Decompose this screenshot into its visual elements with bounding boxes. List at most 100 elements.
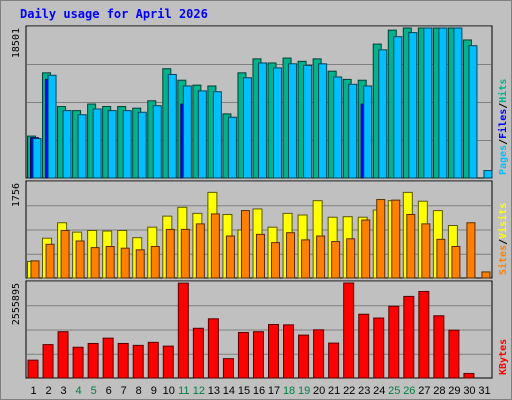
x-tick-label: 1: [30, 385, 36, 397]
bar-pages: [62, 110, 72, 179]
bar-pages: [408, 32, 418, 179]
bar-kbytes: [72, 346, 84, 379]
bar-sites: [30, 260, 40, 279]
x-tick-label: 19: [298, 385, 310, 397]
bar-sites: [120, 247, 130, 279]
bar-kbytes: [448, 329, 460, 379]
ytick-label-top: 18501: [11, 28, 22, 58]
bar-pages: [227, 116, 237, 179]
legend-entry: Visits: [497, 203, 509, 239]
bar-pages: [212, 91, 222, 179]
legend-entry: Hits: [497, 79, 509, 103]
x-tick-label: 22: [343, 385, 355, 397]
bar-pages: [107, 110, 117, 179]
bar-sites: [286, 232, 296, 279]
chart-title: Daily usage for April 2026: [20, 7, 208, 21]
legend-middle: Sites/Visits: [497, 203, 509, 275]
ytick-label-middle: 1756: [11, 183, 22, 207]
bar-pages: [197, 90, 207, 179]
x-tick-label: 4: [76, 385, 82, 397]
x-tick-label: 26: [403, 385, 415, 397]
bar-pages: [363, 85, 373, 179]
bar-sites: [391, 199, 401, 279]
legend-bottom: KBytes: [498, 339, 509, 375]
bar-kbytes: [373, 317, 385, 379]
bar-sites: [436, 238, 446, 279]
bar-pages: [318, 63, 328, 179]
x-tick-label: 24: [373, 385, 385, 397]
bar-sites: [346, 238, 356, 279]
bar-kbytes: [87, 342, 99, 379]
bar-kbytes: [252, 331, 264, 379]
legend-entry: Pages: [498, 145, 509, 175]
bar-sites: [316, 235, 326, 279]
x-tick-label: 12: [193, 385, 205, 397]
bar-sites: [466, 222, 476, 279]
bar-sites: [225, 235, 235, 279]
bar-sites: [75, 240, 85, 279]
bar-pages: [182, 85, 192, 179]
bar-pages: [483, 170, 493, 179]
bar-kbytes: [42, 344, 54, 379]
bar-pages: [257, 62, 267, 179]
bar-pages: [378, 49, 388, 179]
x-tick-label: 14: [223, 385, 235, 397]
bar-pages: [122, 110, 132, 179]
bar-kbytes: [147, 341, 159, 379]
legend-entry: /: [498, 239, 509, 245]
bar-pages: [438, 27, 448, 179]
x-tick-label: 11: [178, 385, 189, 397]
bar-kbytes: [162, 345, 174, 379]
x-tick-label: 27: [418, 385, 430, 397]
bar-kbytes: [132, 344, 144, 379]
bar-pages: [47, 74, 57, 179]
x-tick-label: 20: [313, 385, 325, 397]
x-tick-label: 28: [433, 385, 445, 397]
x-tick-label: 21: [328, 385, 340, 397]
bar-kbytes: [117, 342, 129, 379]
bar-pages: [92, 108, 102, 179]
bar-kbytes: [283, 324, 295, 379]
x-tick-label: 5: [91, 385, 97, 397]
bar-sites: [421, 223, 431, 279]
bar-pages: [348, 83, 358, 179]
bar-sites: [331, 241, 341, 279]
x-tick-label: 16: [253, 385, 265, 397]
bar-pages: [468, 45, 478, 179]
bar-pages: [288, 63, 298, 179]
legend-entry: Files: [497, 109, 509, 139]
bar-kbytes: [313, 329, 325, 379]
bar-kbytes: [192, 327, 204, 379]
bar-sites: [451, 246, 461, 279]
bar-sites: [406, 213, 416, 279]
bar-sites: [135, 249, 145, 279]
bar-kbytes: [463, 372, 475, 379]
legend-entry: KBytes: [498, 339, 509, 375]
bar-sites: [45, 243, 55, 279]
bar-pages: [303, 64, 313, 179]
x-tick-label: 6: [106, 385, 112, 397]
legend-entry: /: [498, 139, 509, 145]
bar-pages: [137, 111, 147, 179]
x-tick-label: 31: [478, 385, 490, 397]
bar-pages: [333, 76, 343, 179]
bar-kbytes: [328, 342, 340, 379]
bar-kbytes: [418, 290, 430, 379]
x-tick-label: 3: [61, 385, 67, 397]
bar-kbytes: [222, 358, 234, 379]
x-tick-label: 9: [151, 385, 157, 397]
bar-kbytes: [268, 323, 280, 379]
bar-sites: [481, 271, 491, 279]
x-tick-label: 29: [448, 385, 460, 397]
x-tick-label: 17: [268, 385, 280, 397]
bar-kbytes: [433, 315, 445, 379]
x-tick-label: 13: [208, 385, 220, 397]
bar-kbytes: [403, 295, 415, 379]
bar-sites: [271, 242, 281, 279]
bar-kbytes: [27, 359, 39, 379]
bar-sites: [195, 223, 205, 279]
legend-entry: /: [498, 103, 509, 109]
bar-pages: [453, 27, 463, 179]
bar-sites: [60, 229, 70, 279]
